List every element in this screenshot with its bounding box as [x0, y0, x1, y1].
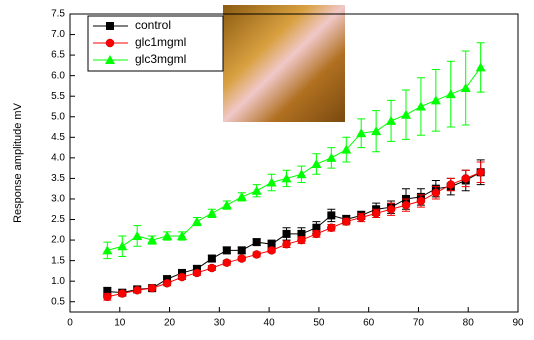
- point: [312, 223, 321, 232]
- point: [222, 246, 231, 255]
- y-tick-label: 5.5: [51, 91, 65, 102]
- x-tick-label: 40: [264, 318, 276, 329]
- x-tick-label: 50: [313, 318, 325, 329]
- x-tick-label: 0: [67, 318, 73, 329]
- point: [147, 283, 157, 293]
- y-tick-label: 7.5: [51, 9, 65, 20]
- x-tick-label: 10: [114, 318, 126, 329]
- point: [117, 241, 128, 251]
- y-tick-label: 4.0: [51, 153, 65, 164]
- y-axis-label: Response amplitude mV: [12, 102, 24, 223]
- point: [103, 292, 112, 302]
- legend-marker: [105, 38, 115, 48]
- legend-label: glc3mgml: [135, 52, 186, 66]
- point: [206, 208, 217, 218]
- point: [386, 204, 396, 214]
- point: [326, 152, 337, 162]
- point: [236, 191, 247, 201]
- y-tick-label: 3.0: [51, 194, 65, 205]
- point: [118, 289, 127, 298]
- legend-label: glc1mgml: [135, 35, 186, 49]
- point: [147, 235, 158, 245]
- y-tick-label: 3.5: [51, 173, 65, 184]
- point: [162, 278, 172, 288]
- plot-frame: [69, 13, 519, 313]
- series-line: [107, 171, 481, 294]
- x-tick-label: 90: [512, 318, 524, 329]
- point: [430, 95, 441, 105]
- point: [102, 245, 113, 255]
- point: [461, 174, 470, 183]
- point: [431, 188, 441, 198]
- point: [312, 229, 321, 239]
- point: [237, 254, 246, 263]
- y-tick-label: 5.0: [51, 111, 65, 122]
- point: [281, 173, 292, 183]
- point: [221, 200, 232, 210]
- point: [342, 217, 351, 226]
- y-tick-label: 1.0: [51, 276, 65, 287]
- y-tick-label: 2.5: [51, 214, 65, 225]
- x-tick-label: 70: [413, 318, 425, 329]
- point: [267, 246, 276, 255]
- point: [252, 250, 261, 259]
- inset-image: [223, 5, 345, 122]
- point: [177, 272, 187, 282]
- point: [296, 169, 307, 179]
- x-tick-label: 80: [463, 318, 475, 329]
- point: [297, 235, 306, 245]
- point: [371, 209, 381, 218]
- point: [282, 239, 291, 249]
- legend-marker: [105, 55, 115, 64]
- point: [251, 185, 262, 195]
- point: [386, 115, 397, 125]
- point: [401, 109, 411, 119]
- point: [103, 287, 112, 296]
- point: [356, 128, 367, 138]
- y-tick-label: 2.0: [51, 235, 65, 246]
- point: [327, 223, 336, 232]
- point: [207, 263, 217, 273]
- point: [416, 196, 426, 206]
- point: [327, 211, 336, 220]
- y-tick-label: 6.0: [51, 70, 65, 81]
- point: [162, 230, 173, 240]
- point: [460, 82, 471, 92]
- point: [341, 144, 352, 154]
- point: [311, 159, 322, 169]
- y-tick-label: 0.5: [51, 296, 65, 307]
- point: [356, 213, 366, 222]
- point: [445, 89, 456, 99]
- point: [266, 177, 277, 187]
- point: [222, 258, 232, 267]
- y-tick-label: 6.5: [51, 50, 65, 61]
- point: [252, 238, 261, 247]
- legend-label: control: [135, 18, 171, 32]
- point: [476, 167, 485, 177]
- x-tick-label: 20: [164, 318, 176, 329]
- point: [446, 180, 456, 189]
- y-tick-label: 1.5: [51, 255, 65, 266]
- y-tick-label: 4.5: [51, 132, 65, 143]
- point: [267, 240, 276, 249]
- legend-marker: [106, 22, 114, 30]
- point: [207, 254, 216, 263]
- point: [132, 285, 142, 295]
- x-tick-label: 30: [214, 318, 226, 329]
- point: [237, 246, 246, 255]
- point: [192, 268, 202, 278]
- point: [371, 126, 382, 136]
- point: [297, 229, 306, 238]
- point: [177, 230, 187, 240]
- x-tick-label: 60: [363, 318, 375, 329]
- point: [191, 216, 202, 226]
- point: [475, 62, 486, 72]
- point: [132, 230, 143, 240]
- point: [282, 229, 291, 238]
- point: [401, 200, 411, 210]
- y-tick-label: 7.0: [51, 29, 65, 40]
- point: [415, 101, 426, 111]
